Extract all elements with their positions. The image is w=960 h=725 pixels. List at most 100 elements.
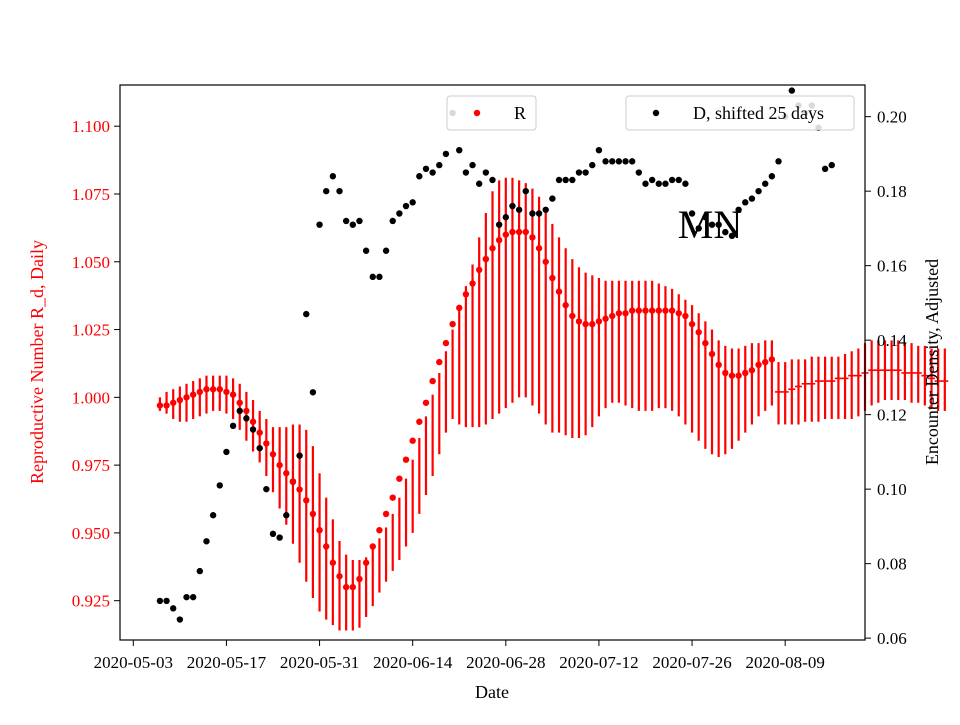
- d-point: [422, 165, 430, 173]
- legend-r-box: [446, 95, 537, 131]
- d-point: [595, 146, 603, 154]
- r-point: [495, 236, 503, 244]
- d-point: [788, 87, 796, 94]
- d-point: [748, 195, 756, 202]
- d-point: [209, 512, 217, 519]
- r-point: [522, 228, 529, 236]
- d-point: [409, 199, 416, 206]
- d-point: [549, 195, 556, 202]
- d-point: [688, 210, 696, 217]
- legend-r-label: R: [514, 103, 526, 123]
- r-point: [622, 310, 629, 317]
- r-point: [715, 361, 722, 369]
- y-left-tick-label: 1.025: [72, 321, 110, 340]
- d-point: [303, 310, 310, 318]
- d-point: [362, 247, 370, 254]
- r-point: [356, 575, 363, 583]
- d-point: [715, 221, 722, 228]
- d-point: [695, 225, 702, 232]
- d-point: [529, 210, 536, 217]
- r-point: [575, 318, 583, 325]
- r-point: [183, 394, 190, 401]
- d-point: [609, 158, 616, 165]
- y-right-tick-label: 0.18: [877, 182, 907, 201]
- r-point: [535, 245, 543, 252]
- y-left-tick-label: 0.975: [72, 456, 110, 475]
- x-tick-label: 2020-07-12: [559, 653, 638, 672]
- d-point: [675, 176, 682, 184]
- r-point: [170, 399, 177, 406]
- r-point: [189, 391, 197, 398]
- r-point: [675, 310, 682, 317]
- r-point: [223, 388, 230, 396]
- y-left-tick-label: 1.000: [72, 388, 110, 407]
- d-point: [575, 169, 583, 176]
- d-point: [821, 165, 829, 173]
- d-point: [622, 158, 629, 165]
- r-point: [648, 307, 656, 314]
- d-point: [569, 176, 576, 184]
- r-point: [236, 399, 243, 406]
- d-point: [502, 214, 510, 221]
- r-point: [668, 307, 676, 314]
- d-point: [602, 158, 609, 165]
- d-point: [376, 273, 383, 281]
- r-point: [748, 367, 756, 374]
- r-point: [469, 280, 476, 287]
- d-point: [429, 169, 436, 176]
- r-point: [542, 258, 549, 265]
- r-point: [728, 372, 736, 379]
- d-point: [349, 221, 357, 228]
- d-point: [382, 247, 390, 254]
- d-point: [589, 161, 596, 169]
- d-point: [243, 415, 250, 422]
- r-point: [449, 320, 456, 328]
- d-point: [369, 273, 376, 281]
- r-point: [502, 231, 510, 238]
- d-point: [722, 228, 729, 236]
- d-point: [256, 444, 263, 452]
- d-point: [648, 176, 656, 184]
- r-point: [409, 437, 416, 444]
- r-point: [695, 329, 702, 336]
- r-point: [682, 312, 689, 320]
- r-point: [595, 318, 603, 325]
- r-series-layer: [156, 228, 949, 591]
- y-left-tick-label: 1.100: [72, 117, 110, 136]
- d-point: [469, 161, 476, 169]
- d-point: [336, 187, 343, 195]
- r-point: [429, 377, 436, 385]
- r-point: [349, 583, 357, 591]
- r-point: [489, 245, 496, 252]
- r-point: [296, 486, 303, 493]
- d-point: [176, 616, 184, 623]
- d-point: [555, 176, 563, 184]
- x-tick-label: 2020-08-09: [746, 653, 825, 672]
- d-point: [283, 512, 290, 519]
- r-point: [735, 372, 742, 379]
- d-point: [489, 176, 496, 184]
- d-point: [562, 176, 569, 184]
- r-point: [422, 399, 430, 406]
- r-point: [582, 320, 589, 328]
- d-point: [269, 530, 277, 538]
- x-tick-label: 2020-06-28: [466, 653, 545, 672]
- d-point: [223, 448, 230, 456]
- y-axis-left-label: Reproductive Number R_d, Daily: [27, 240, 47, 484]
- d-point: [728, 232, 736, 240]
- legend-r: R: [446, 95, 537, 131]
- y-left-tick-label: 1.075: [72, 185, 110, 204]
- r-point: [303, 497, 310, 504]
- d-point: [735, 206, 742, 213]
- r-point: [602, 315, 609, 322]
- y-right-tick-label: 0.20: [877, 108, 907, 127]
- d-point: [768, 173, 776, 180]
- r-point: [475, 266, 483, 274]
- d-point: [509, 202, 516, 210]
- r-point: [289, 478, 297, 485]
- r-point: [562, 301, 569, 309]
- d-point: [642, 180, 649, 187]
- d-point: [495, 221, 503, 228]
